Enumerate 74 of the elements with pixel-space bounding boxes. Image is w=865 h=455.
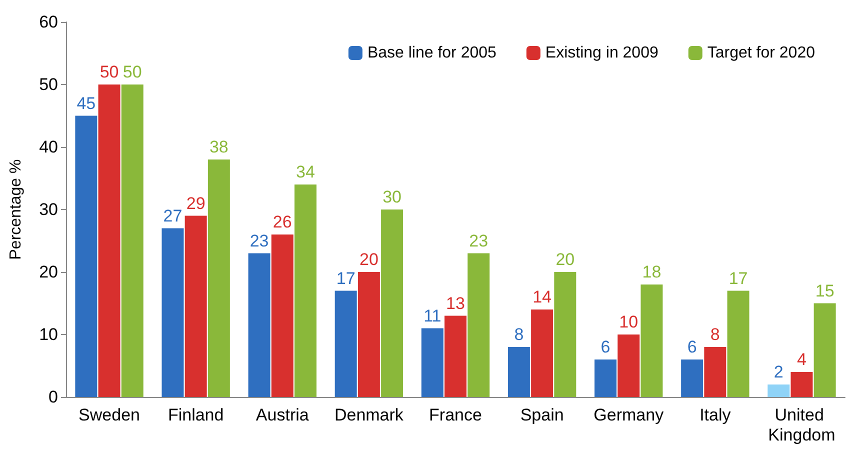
data-label: 20 bbox=[556, 250, 575, 269]
data-label: 23 bbox=[469, 231, 488, 250]
x-tick-label: Italy bbox=[700, 406, 732, 424]
bar bbox=[727, 290, 750, 397]
data-label: 17 bbox=[336, 268, 356, 288]
x-tick-label: Denmark bbox=[334, 406, 404, 424]
bar bbox=[75, 116, 98, 397]
y-tick-label: 50 bbox=[39, 75, 58, 94]
bar bbox=[704, 347, 726, 397]
y-tick-label: 0 bbox=[48, 388, 58, 406]
data-label: 50 bbox=[100, 62, 119, 82]
y-tick-label: 40 bbox=[39, 138, 58, 156]
data-label: 4 bbox=[796, 350, 806, 369]
y-tick-label: 30 bbox=[39, 200, 58, 219]
data-label: 30 bbox=[382, 188, 402, 206]
y-tick-label: 60 bbox=[39, 12, 58, 32]
bar bbox=[271, 234, 294, 397]
x-tick-label: France bbox=[429, 406, 482, 424]
bar bbox=[790, 372, 813, 397]
bar bbox=[421, 328, 444, 397]
bar bbox=[358, 272, 380, 397]
data-label: 26 bbox=[272, 212, 292, 232]
data-label: 8 bbox=[514, 325, 524, 344]
bar bbox=[248, 253, 270, 397]
bar bbox=[208, 160, 230, 397]
data-label: 13 bbox=[446, 294, 465, 313]
y-tick-label: 20 bbox=[39, 262, 58, 282]
x-tick-label: Germany bbox=[594, 406, 664, 424]
bar bbox=[468, 253, 490, 397]
bar bbox=[640, 284, 663, 397]
bar bbox=[162, 228, 184, 397]
bar bbox=[334, 290, 357, 397]
data-label: 15 bbox=[815, 281, 834, 300]
x-tick-label: Sweden bbox=[78, 406, 140, 424]
legend-label: Base line for 2005 bbox=[367, 44, 497, 62]
bar bbox=[508, 347, 530, 397]
x-tick-label: Austria bbox=[256, 406, 310, 424]
data-label: 20 bbox=[359, 250, 378, 269]
bar bbox=[594, 360, 617, 397]
data-label: 6 bbox=[600, 338, 610, 356]
data-label: 23 bbox=[250, 231, 269, 250]
x-tick-label: Spain bbox=[520, 406, 564, 424]
y-tick-label: 10 bbox=[39, 325, 58, 344]
data-label: 6 bbox=[687, 338, 697, 356]
data-label: 34 bbox=[296, 162, 315, 182]
bar bbox=[121, 84, 144, 397]
y-axis-title: Percentage % bbox=[8, 159, 24, 260]
legend-label: Existing in 2009 bbox=[545, 44, 658, 62]
data-label: 27 bbox=[163, 206, 182, 226]
bar bbox=[98, 84, 120, 397]
data-label: 17 bbox=[728, 268, 748, 288]
bar bbox=[184, 216, 207, 397]
data-label: 18 bbox=[642, 262, 662, 282]
data-label: 10 bbox=[619, 312, 638, 332]
bar bbox=[444, 316, 466, 397]
data-label: 14 bbox=[532, 288, 552, 306]
data-label: 45 bbox=[76, 94, 96, 113]
data-label: 11 bbox=[424, 306, 442, 326]
data-label: 38 bbox=[209, 138, 228, 156]
data-label: 50 bbox=[122, 62, 142, 82]
bar bbox=[381, 210, 404, 397]
bar bbox=[554, 272, 576, 397]
bar bbox=[681, 360, 704, 397]
data-label: 2 bbox=[774, 362, 784, 382]
legend-label: Target for 2020 bbox=[707, 44, 816, 62]
bar bbox=[531, 310, 554, 397]
x-tick-label: Finland bbox=[168, 406, 224, 424]
bar bbox=[814, 303, 836, 397]
bar bbox=[768, 384, 790, 397]
data-label: 8 bbox=[710, 325, 720, 344]
data-label: 29 bbox=[186, 194, 206, 213]
bar bbox=[294, 184, 316, 397]
bar bbox=[618, 334, 640, 397]
x-tick-label: United Kingdom bbox=[768, 406, 836, 444]
